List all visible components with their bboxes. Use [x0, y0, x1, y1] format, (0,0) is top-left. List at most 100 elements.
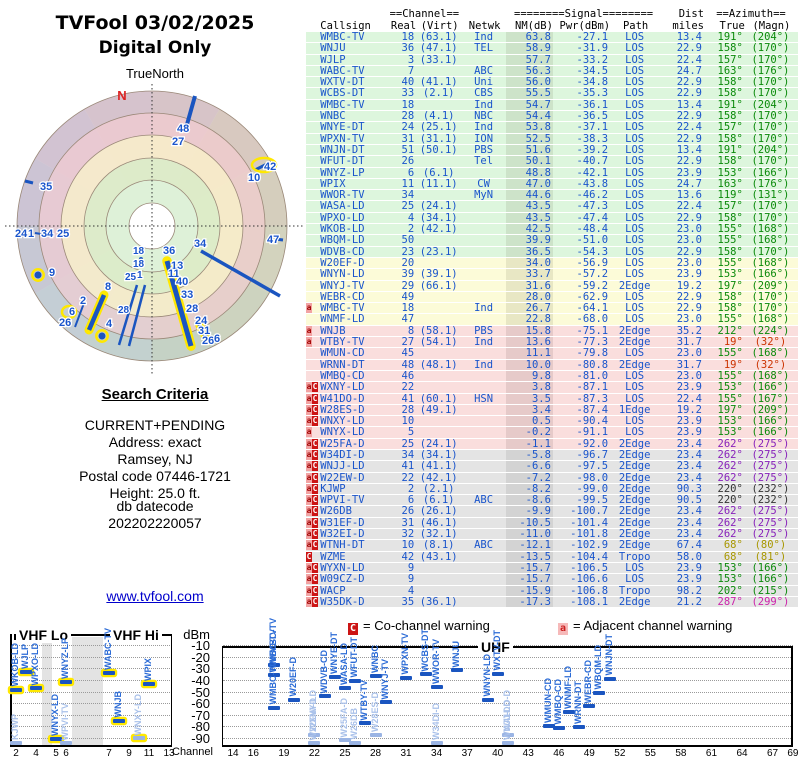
signal-dot [139, 257, 143, 261]
table-row: aC WACP 4 -15.9 -106.8 Tropo 98.2 202° (215°) [306, 585, 798, 597]
table-cell: Uni [463, 76, 507, 89]
table-cell: 262° [704, 438, 745, 450]
table-cell: -101.4 [552, 517, 611, 530]
table-cell: LOS [610, 42, 662, 55]
signal-bar [113, 718, 125, 723]
table-cell: (26.1) [416, 505, 464, 518]
table-row: aC W34DI-D 34 (34.1) -5.8 -96.7 2Edge 23.4 262°(… [306, 449, 798, 462]
tvfool-link[interactable]: www.tvfool.com [106, 588, 204, 604]
table-cell: -51.0 [552, 234, 611, 247]
warning-markers [306, 76, 321, 89]
uhf-channel-tick: 25 [339, 748, 351, 759]
table-cell: -12.1 [506, 539, 553, 552]
table-row: WXTV-DT 40 (41.1) Uni 56.0 -34.8 LOS 22.9 158° (1… [306, 76, 798, 89]
table-cell: 158° [704, 110, 745, 123]
table-row: WNYZ-LP 6 (6.1) 48.8 -42.1 LOS 23.9 153° (166°) [306, 167, 798, 179]
table-cell: -106.8 [552, 585, 611, 597]
table-cell: LOS [610, 32, 662, 44]
table-cell: 28 [385, 110, 417, 123]
table-cell: LOS [610, 426, 662, 439]
table-cell: 155° [704, 347, 745, 360]
table-cell: -38.3 [552, 133, 611, 145]
table-cell: WACP [320, 585, 386, 597]
adjacent-channel-marker: a [306, 427, 312, 438]
dbm-tick-label: -20 [191, 649, 210, 665]
table-cell: (176°) [744, 178, 798, 191]
vhf-channel-tick: 11 [143, 748, 155, 759]
table-cell: LOS [610, 313, 662, 326]
signal-bar-label: WNYJ-TV [379, 658, 390, 700]
table-cell: -37.1 [552, 121, 611, 134]
vhf-channel-tick: 9 [126, 748, 132, 759]
dbm-tick-label: -50 [191, 684, 210, 700]
vhf-panel-right-border [171, 634, 172, 745]
table-cell: 23.0 [661, 313, 704, 326]
table-cell: MyN [463, 189, 507, 202]
warning-markers [306, 65, 321, 78]
table-cell: 63.8 [506, 32, 553, 44]
table-cell [463, 212, 507, 225]
table-row: aC WYXN-LD 9 -15.7 -106.5 LOS 23.9 153° (166°) [306, 562, 798, 575]
table-cell: 2Edge [610, 460, 662, 473]
table-cell: 26 [385, 155, 417, 168]
table-cell: 153° [704, 381, 745, 394]
table-row: WNYN-LD 39 (39.1) 33.7 -57.2 LOS 23.9 153° (166°… [306, 268, 798, 281]
table-cell: LOS [610, 155, 662, 168]
table-cell: 155° [704, 234, 745, 247]
spectrum-gap-band [42, 637, 52, 745]
signal-bar [501, 741, 514, 745]
table-cell: -68.0 [552, 313, 611, 326]
warning-markers: aC [306, 573, 321, 586]
vhf-top-line [14, 634, 172, 636]
table-cell: (6.1) [416, 494, 464, 507]
table-cell: WNJN-DT [320, 144, 386, 157]
table-cell: 10 [385, 539, 417, 552]
gridline [10, 645, 172, 646]
table-cell: (25.1) [416, 121, 464, 134]
table-cell: 158° [704, 212, 745, 225]
table-cell: 41 [385, 393, 417, 405]
table-cell: 13.4 [661, 32, 704, 44]
table-cell [416, 426, 464, 439]
table-cell: 39 [385, 268, 417, 281]
table-cell: 46 [385, 370, 417, 383]
header-callsign: Callsign [320, 20, 371, 32]
table-cell: 23.4 [661, 528, 704, 541]
table-cell: 155° [704, 313, 745, 326]
table-cell: (275°) [744, 460, 798, 473]
table-cell: 155° [704, 370, 745, 383]
signal-bar-label: WPVI-TV [60, 702, 70, 741]
co-channel-marker: C [312, 517, 318, 528]
dbm-axis-label: dBm [183, 627, 210, 642]
table-cell: 2 [385, 483, 417, 496]
table-cell: -34.5 [552, 65, 611, 78]
table-cell: 20 [385, 257, 417, 270]
table-cell: 57.7 [506, 54, 553, 66]
table-cell: 67.4 [661, 539, 704, 552]
table-cell [463, 438, 507, 450]
co-channel-marker: C [312, 562, 318, 573]
table-cell: 157° [704, 121, 745, 134]
table-cell: -57.2 [552, 268, 611, 281]
db-datecode: db datecode 202202220057 [0, 498, 310, 532]
table-cell [416, 585, 464, 597]
signal-bar [50, 737, 62, 742]
channel-label: 26 [59, 317, 71, 329]
table-cell: 9 [385, 562, 417, 575]
signal-spoke [74, 302, 85, 328]
header-miles: miles [672, 20, 704, 32]
table-cell: (41.1) [416, 76, 464, 89]
table-row: WBQM-LD 50 39.9 -51.0 LOS 23.0 155° (168°) [306, 234, 798, 247]
table-cell: 11 [385, 178, 417, 191]
table-cell: -96.7 [552, 449, 611, 462]
table-cell: 58.9 [506, 42, 553, 55]
table-cell: -34.8 [552, 76, 611, 89]
table-cell: W41DO-D [320, 393, 386, 405]
signal-bar [562, 710, 575, 715]
table-cell: (170°) [744, 133, 798, 145]
signal-bar-label: WNMF-LD [562, 666, 573, 710]
signal-bar-label: W22EW-D [308, 697, 319, 740]
table-cell [463, 370, 507, 383]
search-criteria-heading: Search Criteria [101, 386, 209, 403]
table-cell: LOS [610, 573, 662, 586]
